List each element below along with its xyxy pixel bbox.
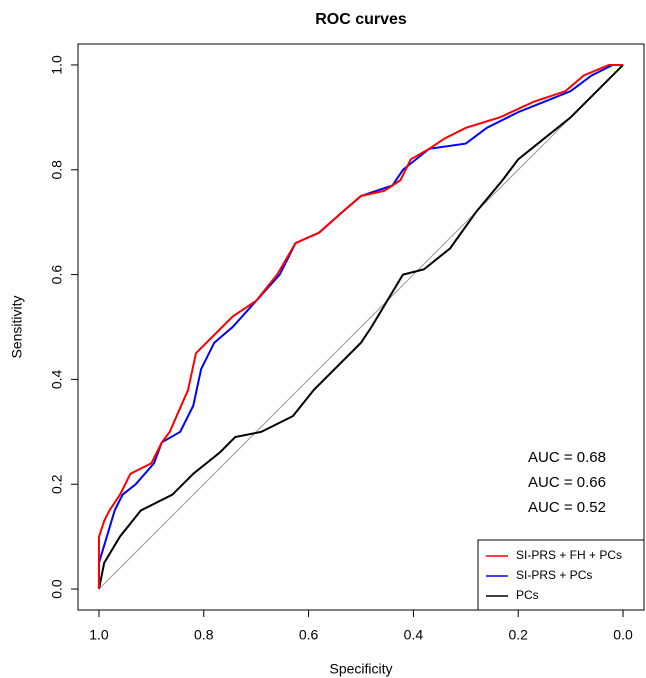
x-tick-label: 0.6 xyxy=(299,627,319,643)
legend-label: PCs xyxy=(516,588,539,602)
legend-label: SI-PRS + FH + PCs xyxy=(516,548,622,562)
reference-line xyxy=(98,64,624,590)
x-tick-label: 1.0 xyxy=(89,627,109,643)
auc-annotation: AUC = 0.68 xyxy=(528,449,606,466)
y-axis-label: Sensitivity xyxy=(9,295,25,358)
roc-curve xyxy=(97,63,624,590)
y-tick-label: 0.4 xyxy=(49,369,65,389)
chart-title: ROC curves xyxy=(315,11,407,28)
y-tick-label: 0.2 xyxy=(49,474,65,494)
x-tick-label: 0.2 xyxy=(508,627,528,643)
auc-annotation: AUC = 0.66 xyxy=(528,474,606,491)
auc-annotation: AUC = 0.52 xyxy=(528,499,606,516)
x-tick-label: 0.8 xyxy=(194,627,214,643)
y-tick-label: 0.8 xyxy=(49,160,65,180)
x-tick-label: 0.0 xyxy=(613,627,633,643)
y-tick-label: 0.6 xyxy=(49,265,65,285)
legend-label: SI-PRS + PCs xyxy=(516,568,592,582)
y-tick-label: 1.0 xyxy=(49,55,65,75)
x-axis-label: Specificity xyxy=(329,661,392,677)
legend-box xyxy=(477,539,645,611)
roc-curve xyxy=(97,64,624,590)
plot-frame xyxy=(77,43,645,611)
roc-curve xyxy=(97,63,624,590)
y-tick-label: 0.0 xyxy=(49,579,65,599)
x-tick-label: 0.4 xyxy=(404,627,424,643)
